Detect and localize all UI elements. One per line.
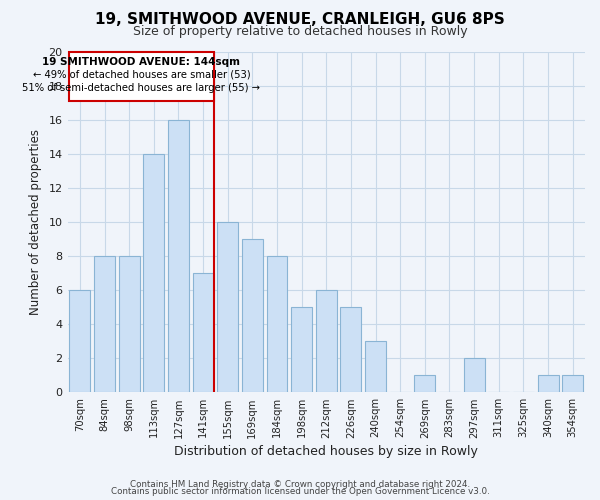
Text: Contains HM Land Registry data © Crown copyright and database right 2024.: Contains HM Land Registry data © Crown c… bbox=[130, 480, 470, 489]
Y-axis label: Number of detached properties: Number of detached properties bbox=[29, 129, 41, 315]
Text: 51% of semi-detached houses are larger (55) →: 51% of semi-detached houses are larger (… bbox=[22, 83, 260, 93]
Bar bbox=[464, 358, 485, 392]
Bar bbox=[365, 341, 386, 392]
Bar bbox=[242, 239, 263, 392]
FancyBboxPatch shape bbox=[70, 52, 214, 101]
Bar bbox=[193, 273, 214, 392]
Bar bbox=[340, 307, 361, 392]
Bar bbox=[562, 376, 583, 392]
Bar bbox=[316, 290, 337, 392]
Bar bbox=[94, 256, 115, 392]
Text: Size of property relative to detached houses in Rowly: Size of property relative to detached ho… bbox=[133, 25, 467, 38]
Bar bbox=[143, 154, 164, 392]
Text: 19 SMITHWOOD AVENUE: 144sqm: 19 SMITHWOOD AVENUE: 144sqm bbox=[43, 57, 241, 67]
Bar bbox=[119, 256, 140, 392]
Bar bbox=[70, 290, 91, 392]
Text: 19, SMITHWOOD AVENUE, CRANLEIGH, GU6 8PS: 19, SMITHWOOD AVENUE, CRANLEIGH, GU6 8PS bbox=[95, 12, 505, 28]
Text: ← 49% of detached houses are smaller (53): ← 49% of detached houses are smaller (53… bbox=[32, 70, 250, 80]
Bar bbox=[415, 376, 436, 392]
Bar bbox=[538, 376, 559, 392]
Bar bbox=[266, 256, 287, 392]
Bar bbox=[217, 222, 238, 392]
Bar bbox=[291, 307, 312, 392]
Bar bbox=[168, 120, 189, 392]
Text: Contains public sector information licensed under the Open Government Licence v3: Contains public sector information licen… bbox=[110, 488, 490, 496]
X-axis label: Distribution of detached houses by size in Rowly: Distribution of detached houses by size … bbox=[175, 444, 478, 458]
